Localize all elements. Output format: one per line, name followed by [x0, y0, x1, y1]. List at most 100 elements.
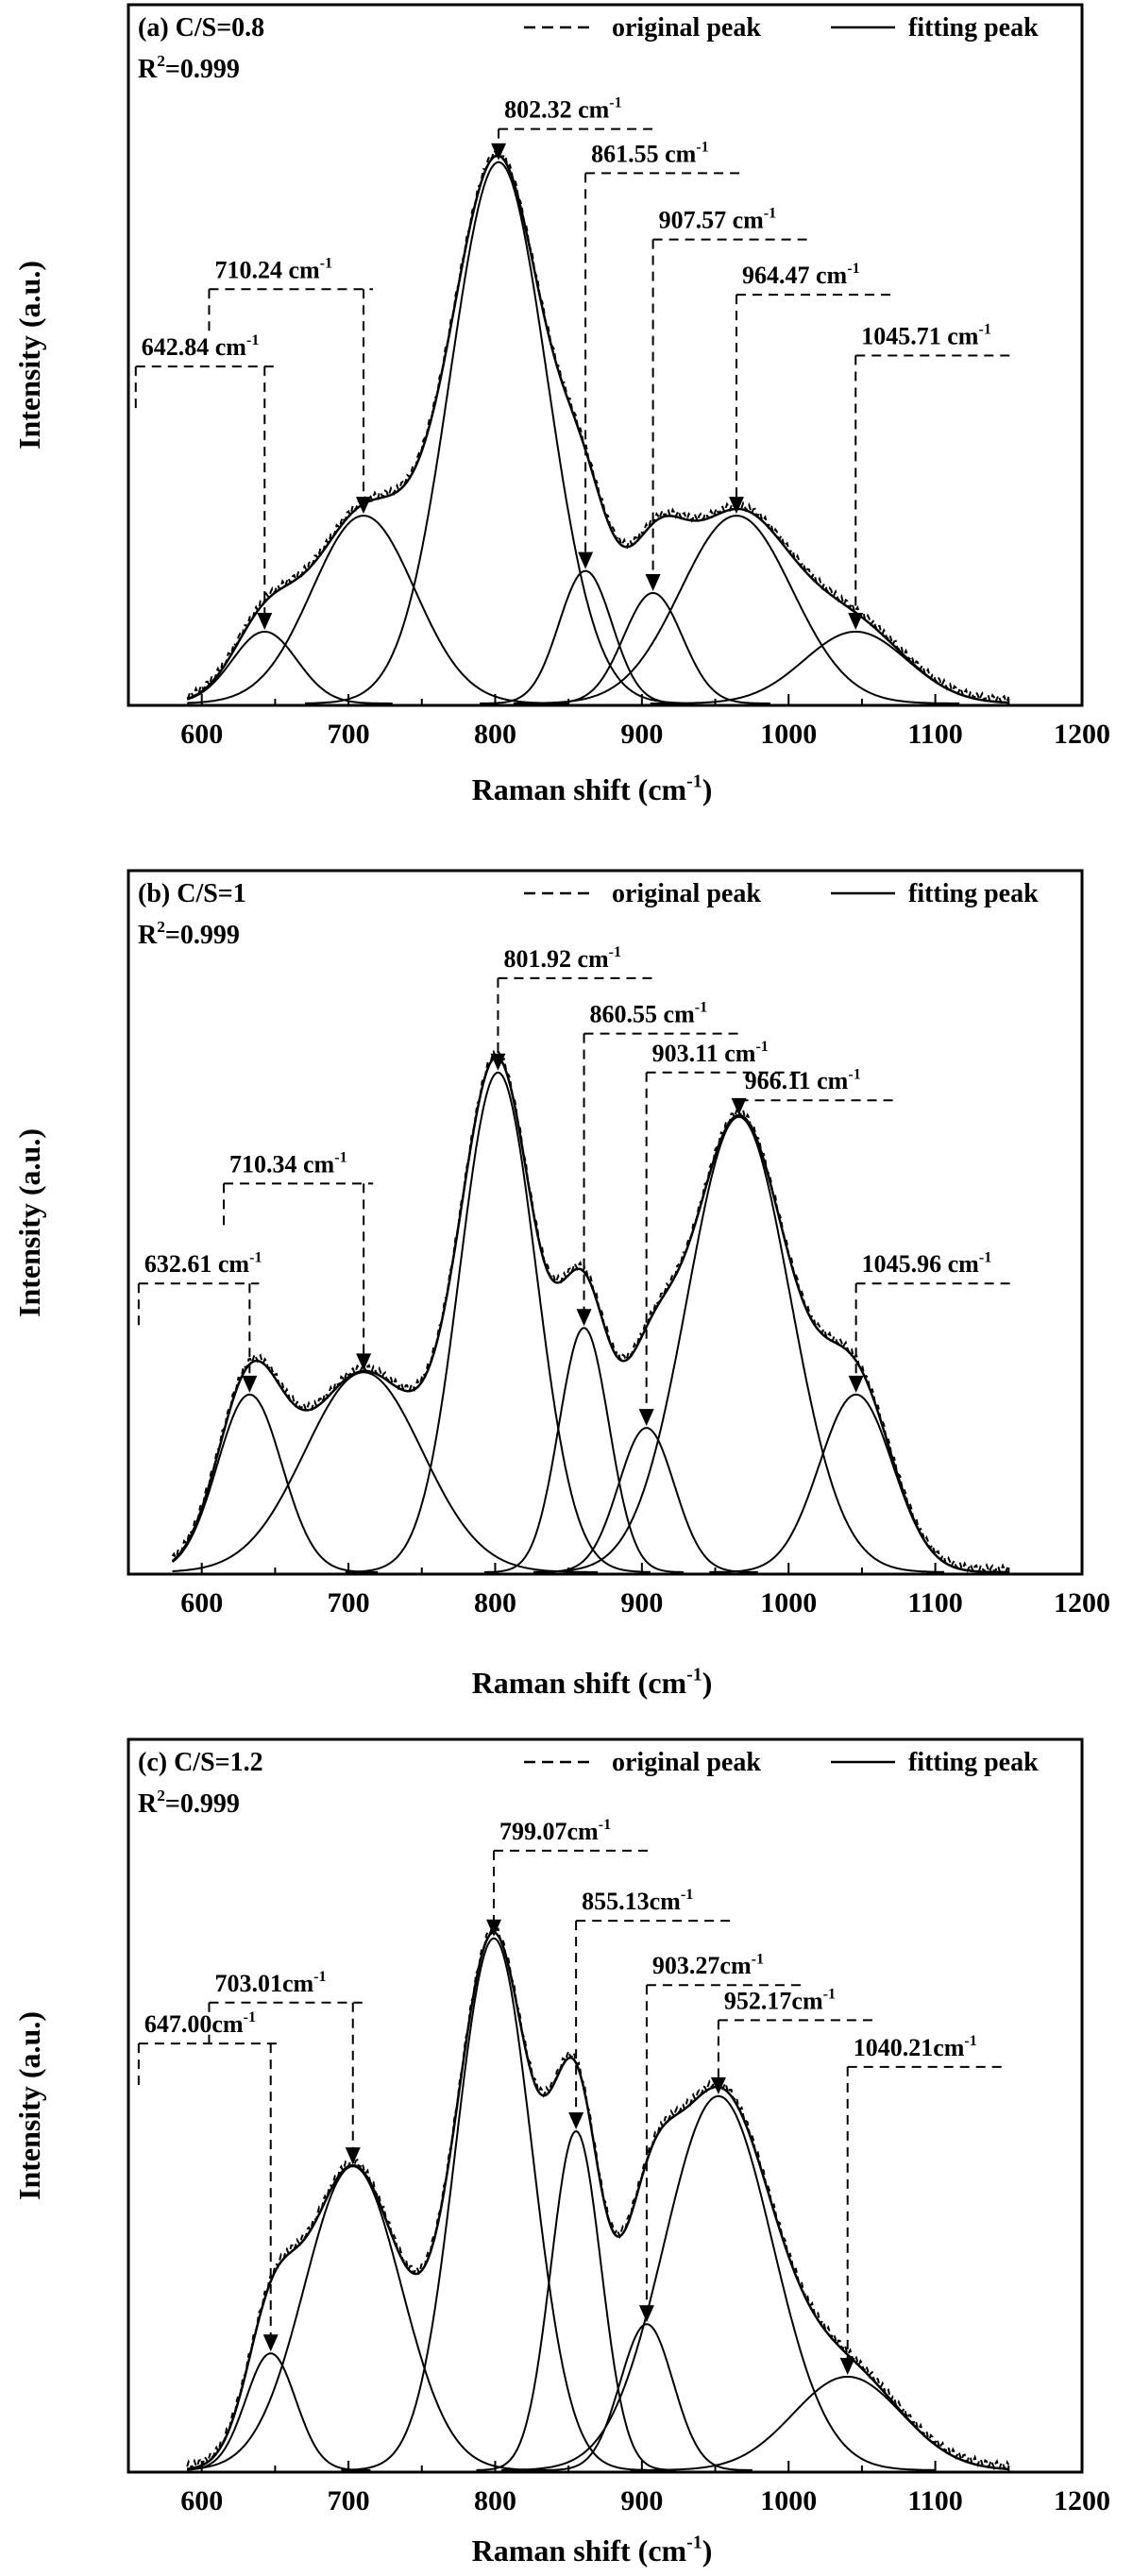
x-axis-label-tail: ) [702, 772, 713, 806]
peak-annotation-3: 801.92 cm-1 [490, 944, 654, 1071]
peak-label-main: 632.61 cm [144, 1250, 250, 1278]
peak-label-main: 964.47 cm [742, 262, 848, 289]
peak-annotation-7: 1040.21cm-1 [839, 2033, 1004, 2375]
x-tick-label: 1000 [760, 1587, 817, 1618]
x-axis-label-main: Raman shift (cm [472, 1666, 687, 1700]
fitting-peak-3 [305, 161, 693, 704]
peak-label-sup: -1 [609, 95, 621, 111]
fitting-peak-1 [171, 1393, 379, 1573]
x-axis-label-sup: -1 [686, 2533, 702, 2553]
fitted-envelope [171, 1056, 1009, 1574]
legend-original-label: original peak [612, 13, 761, 42]
x-axis-label: Raman shift (cm-1) [472, 1665, 713, 1700]
peak-label: 801.92 cm-1 [503, 944, 621, 973]
peak-label-sup: -1 [244, 2009, 256, 2025]
x-axis-label-main: Raman shift (cm [472, 2534, 687, 2568]
peak-label: 710.24 cm-1 [214, 255, 332, 283]
peak-label: 1040.21cm-1 [854, 2033, 977, 2061]
x-axis-label-tail: ) [702, 2534, 713, 2568]
y-axis-label: Intensity (a.u.) [12, 1128, 46, 1317]
peak-annotation-2: 710.24 cm -1 [208, 255, 373, 515]
x-tick-label: 1000 [760, 2485, 817, 2517]
peak-label-sup: -1 [979, 1249, 991, 1265]
plot-frame [127, 3, 1084, 707]
peak-label-main: 903.27cm [652, 1952, 752, 1979]
peak-annotation-2: 703.01cm -1 [208, 1969, 363, 2165]
peak-annotation-4: 861.55 cm-1 [578, 139, 742, 569]
peak-label: 855.13cm-1 [582, 1887, 693, 1915]
peak-label-main: 802.32 cm [504, 96, 610, 124]
peak-label: 966.11 cm-1 [745, 1066, 861, 1094]
peak-label-main: 703.01cm [214, 1970, 313, 1997]
peak-label: 964.47 cm-1 [742, 261, 860, 289]
plot-frame [127, 869, 1084, 1576]
annotation-arrowhead [356, 1353, 372, 1371]
x-axis-label-sup: -1 [686, 771, 702, 792]
legend-fitting-label: fitting peak [908, 13, 1039, 42]
r-squared-main: R [138, 1789, 158, 1819]
peak-label-sup: -1 [696, 139, 708, 155]
peak-label-main: 642.84 cm [142, 333, 247, 361]
peak-label: 952.17cm-1 [724, 1986, 836, 2014]
x-tick-label: 700 [328, 1587, 370, 1618]
peak-label-main: 966.11 cm [745, 1067, 849, 1094]
annotation-arrowhead [262, 2334, 279, 2352]
x-tick-label: 900 [620, 2485, 663, 2517]
peak-label-main: 710.34 cm [229, 1150, 335, 1178]
fitting-peak-1 [186, 631, 393, 704]
annotation-arrowhead [645, 574, 661, 591]
fitting-peak-4 [480, 569, 692, 704]
legend-original-label: original peak [612, 879, 761, 908]
r-squared-tail: =0.999 [165, 1789, 240, 1819]
annotation-arrowhead [839, 2357, 855, 2375]
peak-label-sup: -1 [246, 332, 259, 348]
peak-label: 703.01cm-1 [214, 1969, 326, 1997]
original-peak [186, 146, 1010, 705]
x-tick-label: 1000 [760, 719, 817, 750]
peak-label: 860.55 cm-1 [590, 1000, 708, 1028]
annotation-arrowhead [848, 612, 864, 630]
peak-label-main: 710.24 cm [214, 256, 320, 283]
original-peak [171, 1049, 1010, 1575]
fitting-peak-2 [172, 1371, 599, 1573]
peak-label-sup: -1 [847, 261, 859, 277]
peak-label-sup: -1 [764, 206, 776, 222]
peak-label: 799.07cm-1 [499, 1817, 611, 1845]
x-axis-label-sup: -1 [686, 1665, 702, 1686]
annotation-arrowhead [638, 2305, 654, 2323]
peak-label-sup: -1 [964, 2033, 976, 2049]
annotation-arrowhead [490, 1053, 506, 1071]
annotation-arrowhead [638, 1409, 654, 1427]
peak-label-main: 801.92 cm [503, 945, 609, 973]
x-axis-label-main: Raman shift (cm [472, 772, 687, 806]
peak-label-main: 1045.71 cm [861, 322, 979, 349]
peak-annotation-3: 802.32 cm-1 [491, 95, 655, 161]
annotation-arrowhead [576, 1309, 592, 1327]
peak-label-sup: -1 [755, 1039, 768, 1055]
fitting-peak-6 [533, 1115, 945, 1573]
peak-annotation-6: 964.47 cm-1 [729, 261, 893, 515]
peak-label-sup: -1 [695, 1000, 707, 1016]
annotation-arrowhead [257, 612, 273, 630]
peak-label-sup: -1 [609, 944, 621, 960]
r-squared-main: R [138, 921, 158, 950]
peak-annotation-1: 647.00cm-1 [137, 2009, 280, 2352]
peak-annotation-4: 860.55 cm-1 [576, 1000, 740, 1327]
peak-annotation-5: 903.11 cm-1 [638, 1039, 803, 1427]
peak-label-main: 1045.96 cm [862, 1250, 980, 1278]
peak-label-main: 647.00cm [144, 2010, 244, 2038]
peak-annotation-5: 903.27cm-1 [638, 1951, 803, 2323]
peak-annotation-6: 966.11 cm-1 [731, 1066, 895, 1115]
peak-label: 903.27cm-1 [652, 1951, 764, 1979]
r-squared-sup: 2 [157, 918, 165, 936]
fitted-envelope [187, 1931, 1009, 2471]
annotation-arrowhead [345, 2147, 361, 2165]
fitting-peak-5 [541, 2323, 753, 2471]
peak-annotation-6: 952.17cm-1 [710, 1986, 874, 2094]
r-squared-tail: =0.999 [165, 921, 240, 950]
fitting-peak-2 [187, 515, 569, 704]
peak-annotation-4: 855.13cm-1 [568, 1887, 733, 2129]
x-tick-label: 600 [180, 1587, 223, 1618]
